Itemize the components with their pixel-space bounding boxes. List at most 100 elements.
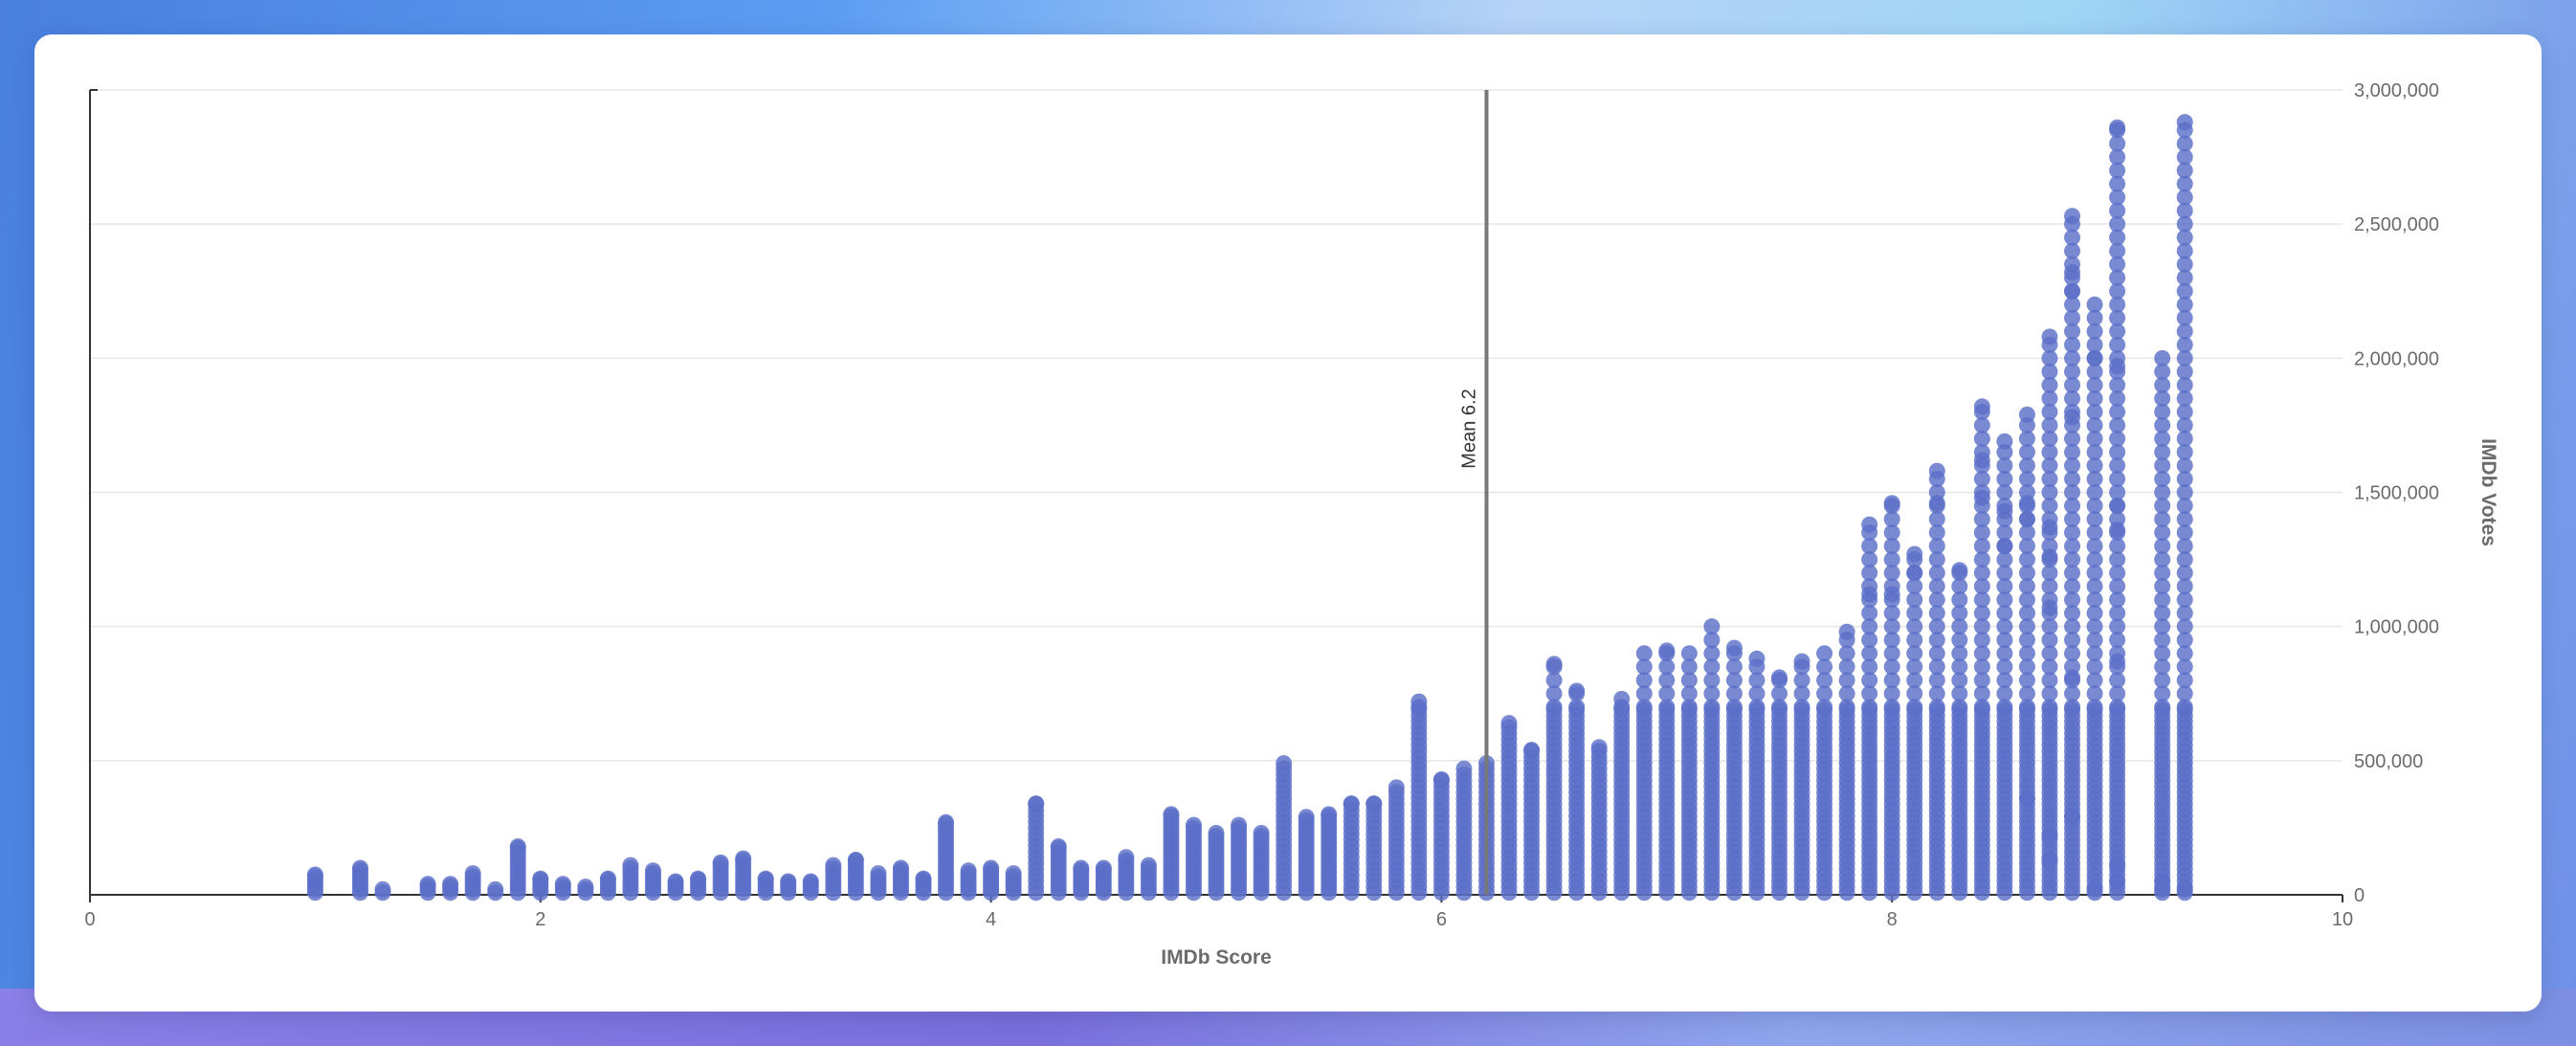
data-point bbox=[1861, 565, 1878, 582]
data-point bbox=[2109, 857, 2126, 874]
data-point bbox=[1996, 433, 2013, 450]
data-point bbox=[1951, 605, 1968, 622]
data-point bbox=[1973, 551, 1990, 568]
x-tick-labels: 0 2 4 6 8 10 bbox=[84, 909, 2353, 930]
data-point bbox=[712, 854, 729, 871]
data-point bbox=[2018, 456, 2035, 474]
data-point bbox=[1883, 524, 1900, 542]
data-point bbox=[2154, 880, 2171, 898]
data-point bbox=[1973, 618, 1990, 635]
data-point bbox=[1928, 591, 1945, 609]
data-point bbox=[1613, 690, 1631, 707]
data-point bbox=[1298, 809, 1315, 826]
data-point bbox=[2041, 548, 2058, 566]
data-point bbox=[2064, 349, 2081, 367]
data-point bbox=[1973, 489, 1990, 506]
data-point bbox=[802, 873, 819, 890]
data-point bbox=[1793, 653, 1810, 670]
data-point bbox=[2041, 443, 2058, 460]
data-point bbox=[1568, 682, 1586, 700]
data-point bbox=[2109, 578, 2126, 595]
y-tick-labels: 0 500,000 1,000,000 1,500,000 2,000,000 2,500… bbox=[2354, 80, 2439, 906]
data-point bbox=[2041, 699, 2058, 716]
data-point bbox=[2041, 389, 2058, 407]
data-point bbox=[2176, 389, 2193, 407]
data-point bbox=[1883, 538, 1900, 555]
data-point bbox=[847, 852, 864, 869]
data-point bbox=[2064, 389, 2081, 407]
data-point bbox=[2176, 880, 2193, 898]
y-tick-label: 3,000,000 bbox=[2354, 80, 2439, 101]
data-point bbox=[2041, 519, 2058, 536]
data-point bbox=[1680, 699, 1698, 716]
data-point bbox=[1996, 538, 2013, 555]
data-point bbox=[2041, 565, 2058, 582]
data-point bbox=[1996, 618, 2013, 635]
data-point bbox=[2176, 148, 2193, 166]
data-point bbox=[1816, 658, 1833, 676]
data-point bbox=[1748, 672, 1765, 689]
data-point bbox=[306, 866, 323, 883]
data-point bbox=[1118, 849, 1135, 866]
data-point bbox=[2109, 416, 2126, 434]
data-point bbox=[1185, 816, 1202, 834]
data-point bbox=[2109, 202, 2126, 219]
data-point bbox=[1883, 685, 1900, 702]
data-point bbox=[2018, 685, 2035, 702]
data-point bbox=[2086, 524, 2103, 542]
data-point bbox=[2086, 591, 2103, 609]
data-point bbox=[2176, 242, 2193, 259]
data-point bbox=[2176, 403, 2193, 420]
data-point bbox=[1680, 645, 1698, 662]
data-point bbox=[1973, 430, 1990, 447]
data-point bbox=[2064, 565, 2081, 582]
data-point bbox=[2176, 632, 2193, 649]
data-point bbox=[1928, 672, 1945, 689]
data-point bbox=[2041, 632, 2058, 649]
data-point bbox=[1996, 699, 2013, 716]
data-point bbox=[2176, 162, 2193, 179]
data-point bbox=[1073, 859, 1090, 877]
data-point bbox=[2018, 605, 2035, 622]
data-point bbox=[2109, 591, 2126, 609]
data-point bbox=[2018, 406, 2035, 423]
data-point bbox=[2018, 632, 2035, 649]
x-tick-label: 8 bbox=[1887, 909, 1898, 930]
data-point bbox=[2064, 296, 2081, 313]
data-point bbox=[2176, 323, 2193, 340]
data-point bbox=[2086, 416, 2103, 434]
data-point bbox=[1883, 672, 1900, 689]
data-point bbox=[2109, 456, 2126, 474]
data-point bbox=[1996, 524, 2013, 542]
data-point bbox=[1973, 416, 1990, 434]
data-point bbox=[2064, 208, 2081, 225]
data-point bbox=[2154, 456, 2171, 474]
data-point bbox=[1838, 672, 1855, 689]
data-point bbox=[1906, 591, 1923, 609]
data-point bbox=[2176, 430, 2193, 447]
data-point bbox=[622, 857, 639, 874]
data-point bbox=[1140, 857, 1157, 874]
data-point bbox=[1771, 699, 1788, 716]
data-point bbox=[2109, 336, 2126, 353]
data-point bbox=[960, 862, 977, 879]
x-tick-label: 0 bbox=[84, 909, 95, 930]
data-point bbox=[2154, 551, 2171, 568]
data-point bbox=[2176, 484, 2193, 501]
data-point bbox=[2176, 443, 2193, 460]
data-point bbox=[2018, 699, 2035, 716]
data-point bbox=[2064, 551, 2081, 568]
data-point bbox=[2086, 618, 2103, 635]
data-point bbox=[2018, 511, 2035, 528]
data-point bbox=[1951, 699, 1968, 716]
data-point bbox=[2176, 189, 2193, 206]
data-point bbox=[2086, 565, 2103, 582]
data-point bbox=[2109, 389, 2126, 407]
data-point bbox=[1861, 605, 1878, 622]
data-point bbox=[2064, 538, 2081, 555]
data-point bbox=[1973, 524, 1990, 542]
data-point bbox=[2086, 376, 2103, 393]
data-point bbox=[2064, 376, 2081, 393]
data-point bbox=[938, 813, 955, 831]
data-point bbox=[1861, 699, 1878, 716]
